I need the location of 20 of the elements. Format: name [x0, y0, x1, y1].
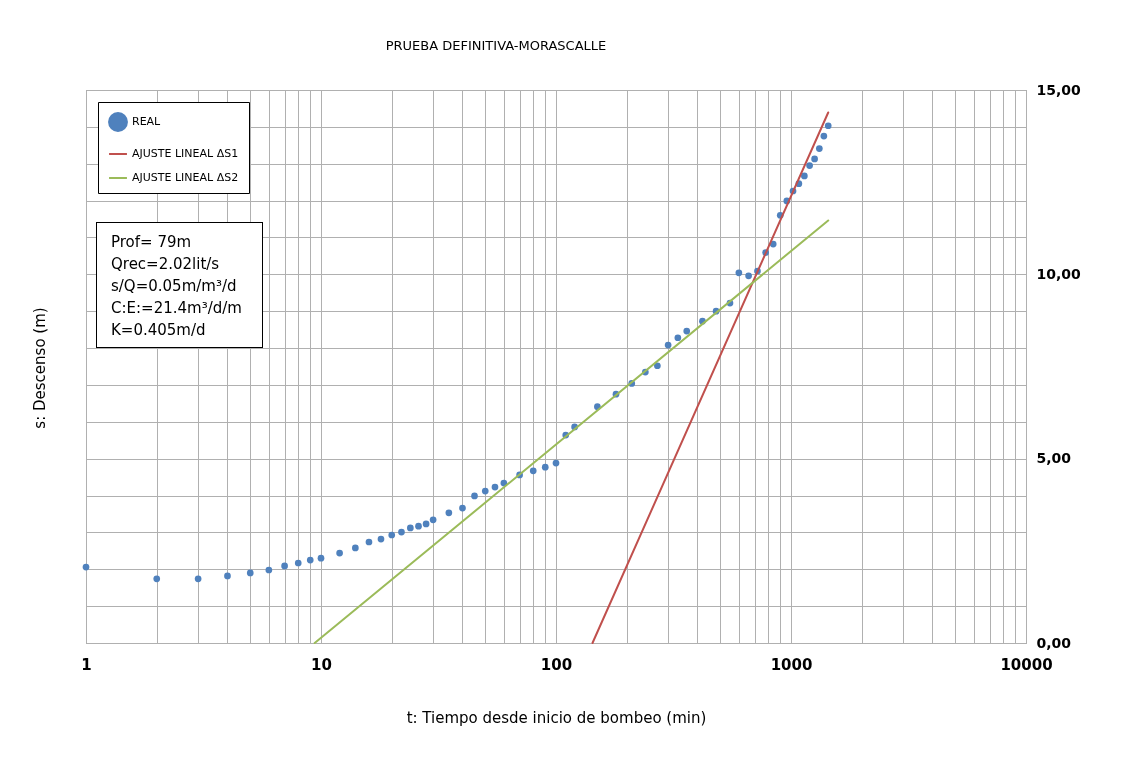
x-tick-label: 1000: [770, 655, 813, 674]
annotation: Prof= 79m: [111, 232, 193, 253]
x-axis-title: t: Tiempo desde inicio de bombeo (min): [406, 708, 707, 727]
x-tick-label: 10: [311, 655, 332, 674]
annotation: C:E:=21.4m³/d/m: [111, 298, 242, 319]
annotation: Qrec=2.02lit/s: [111, 254, 221, 275]
chart-title: PRUEBA DEFINITIVA-MORASCALLE: [385, 38, 607, 53]
annotation: K=0.405m/d: [111, 320, 207, 341]
y-tick-label: 10,00: [1036, 265, 1082, 282]
legend-label: AJUSTE LINEAL ΔS2: [132, 171, 239, 184]
x-tick-label: 1: [81, 655, 92, 674]
y-tick-label: 15,00: [1036, 81, 1082, 98]
x-tick-label: 10000: [1000, 655, 1053, 674]
y-tick-label: 0,00: [1036, 634, 1072, 651]
y-tick-label: 5,00: [1036, 450, 1072, 467]
x-tick-label: 100: [540, 655, 573, 674]
annotation: s/Q=0.05m/m³/d: [111, 276, 238, 297]
legend-label: AJUSTE LINEAL ΔS1: [132, 147, 239, 160]
y-axis-title: s: Descenso (m): [31, 307, 49, 429]
legend-label: REAL: [132, 115, 162, 128]
